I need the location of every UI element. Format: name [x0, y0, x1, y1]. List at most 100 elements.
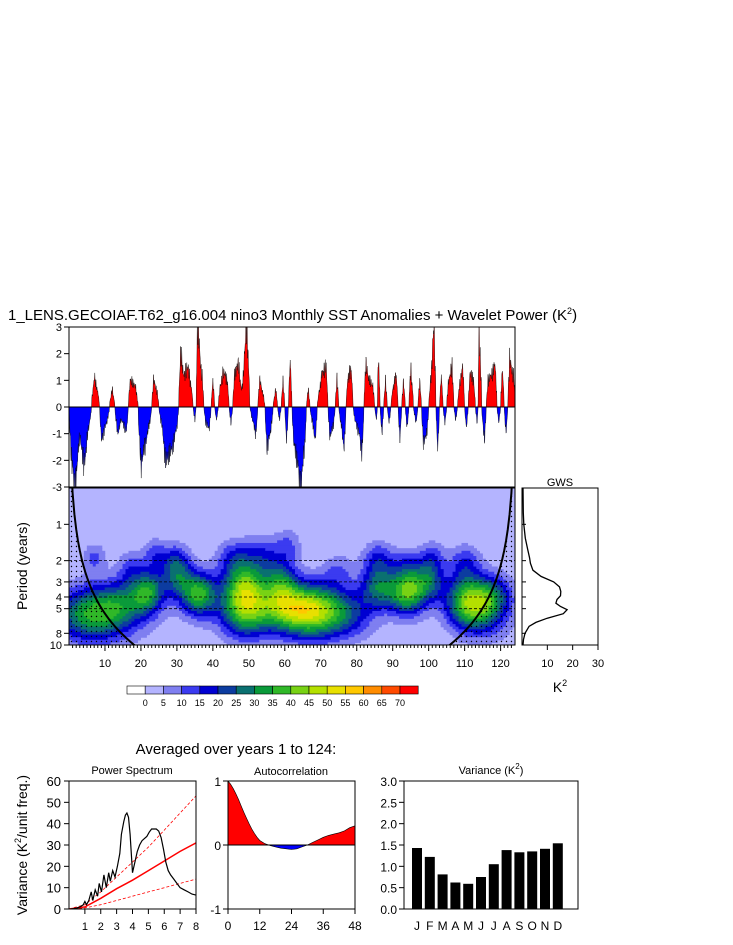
wavelet-cell: [333, 608, 341, 612]
wavelet-cell: [220, 569, 228, 573]
wavelet-cell: [315, 592, 329, 596]
wavelet-cell: [220, 600, 228, 604]
variance-bar: [476, 877, 486, 909]
wavelet-cell: [351, 629, 364, 633]
wavelet-cell: [440, 587, 451, 591]
wavelet-cell: [422, 561, 436, 565]
wavelet-cell: [437, 548, 477, 552]
wavelet-cell: [467, 566, 477, 570]
wavelet-cell: [223, 548, 237, 552]
wavelet-cell: [146, 600, 153, 604]
wavelet-cell: [443, 603, 448, 607]
wavelet-cell: [443, 571, 454, 575]
wavelet-cell: [235, 584, 240, 589]
wavelet-cell: [256, 576, 290, 581]
wavelet-cell: [366, 579, 373, 583]
wavelet-cell: [458, 571, 474, 575]
power-spectrum-ylabel-text: Variance (K: [14, 842, 30, 915]
wavelet-cell: [229, 571, 234, 575]
wavelet-cell: [348, 574, 359, 578]
wavelet-cell: [223, 616, 228, 620]
wavelet-cell: [158, 592, 165, 596]
sst-ytick-labels: 3 2 1 0 -1 -2 -3: [52, 322, 69, 494]
wavelet-cell: [393, 621, 418, 625]
wavelet-cell: [369, 550, 391, 555]
gws-panel: GWS 10 20 30 K2: [521, 477, 604, 695]
power-spectrum-ytick-label: 50: [47, 795, 61, 810]
wavelet-cell: [464, 566, 469, 570]
wavelet-cell: [431, 576, 436, 581]
wavelet-cell: [292, 576, 299, 581]
wavelet-cell: [92, 597, 136, 602]
wavelet-cell: [357, 574, 364, 578]
wavelet-cell: [422, 556, 439, 560]
wavelet-cell: [324, 616, 332, 620]
wavelet-cell: [173, 597, 183, 602]
wavelet-cell: [235, 548, 266, 552]
variance-bar: [412, 848, 422, 909]
wavelet-cell: [437, 571, 445, 575]
wavelet-cell: [173, 584, 183, 589]
wavelet-cell: [485, 587, 492, 591]
wavelet-cell: [170, 576, 177, 581]
wavelet-dashed-lines: [69, 560, 515, 610]
wavelet-cell: [155, 603, 159, 607]
wavelet-cell: [152, 537, 159, 541]
wavelet-cell: [235, 613, 240, 617]
wavelet-cell: [122, 582, 133, 586]
wavelet-cell: [419, 597, 424, 602]
wavelet-cell: [345, 605, 353, 609]
wavelet-cell: [387, 608, 400, 612]
wavelet-cell: [342, 566, 364, 570]
coi-left-hatch: [69, 488, 292, 645]
wavelet-cell: [277, 597, 296, 602]
wavelet-cell: [179, 616, 192, 620]
wavelet-cell: [336, 587, 347, 591]
wavelet-cell: [187, 610, 198, 615]
wavelet-cell: [339, 608, 347, 612]
wavelet-cell: [384, 561, 424, 565]
wavelet-cell: [235, 605, 240, 609]
wavelet-cell: [161, 597, 168, 602]
wavelet-cell: [297, 634, 326, 638]
color-level-label: 55: [340, 698, 350, 708]
wavelet-cell: [458, 621, 466, 625]
wavelet-cell: [309, 626, 329, 630]
wavelet-cell: [461, 597, 469, 602]
power-spectrum-xtick-label: 8: [193, 921, 199, 933]
wavelet-cell: [259, 634, 281, 638]
wavelet-cell: [402, 579, 424, 583]
wavelet-cell: [369, 584, 376, 589]
wavelet-cell: [122, 605, 144, 609]
wavelet-ytick-labels: 1 2 3 45 810: [50, 519, 69, 652]
autocorrelation-line: [228, 781, 355, 850]
wavelet-cell: [244, 535, 299, 539]
wavelet-cell: [262, 556, 287, 560]
color-swatch: [399, 685, 419, 695]
wavelet-cell: [479, 569, 489, 573]
wavelet-cell: [428, 540, 436, 544]
wavelet-cell: [256, 590, 278, 594]
color-level-label: 20: [213, 698, 223, 708]
wavelet-cell: [318, 618, 329, 623]
wavelet-cell: [283, 639, 341, 643]
wavelet-cell: [229, 597, 234, 602]
wavelet-cell: [363, 561, 370, 565]
wavelet-cell: [294, 579, 302, 583]
wavelet-cell: [277, 616, 287, 620]
wavelet-cell: [396, 590, 403, 594]
wavelet-cell: [369, 587, 376, 591]
wavelet-cell: [226, 556, 234, 560]
wavelet-cell: [360, 571, 367, 575]
wavelet-cell: [289, 590, 296, 594]
wavelet-cell: [149, 540, 180, 544]
wavelet-cell: [330, 616, 338, 620]
wavelet-cell: [125, 587, 136, 591]
wavelet-cell: [446, 600, 454, 604]
wavelet-cell: [184, 556, 192, 560]
wavelet-cell: [366, 582, 373, 586]
wavelet-cell: [467, 597, 486, 602]
wavelet-cell: [318, 608, 329, 612]
wavelet-cell: [336, 616, 347, 620]
wavelet-cell: [250, 576, 257, 581]
